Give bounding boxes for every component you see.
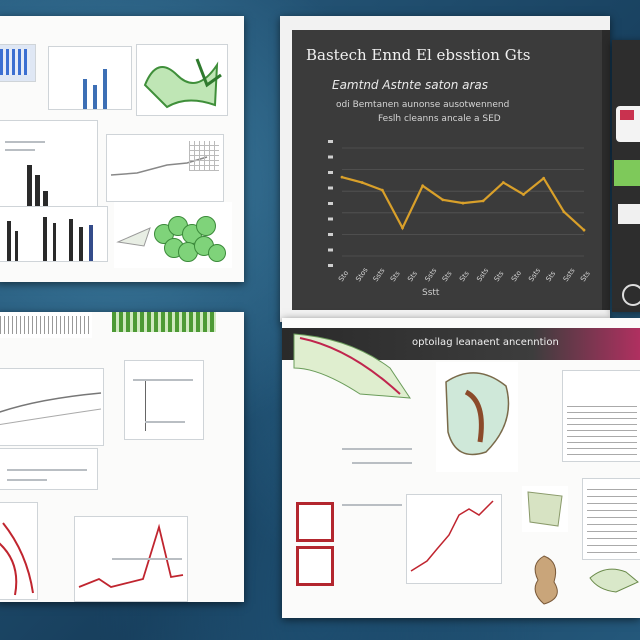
y-tick-mark bbox=[328, 155, 333, 159]
y-tick-mark bbox=[328, 186, 333, 190]
data-point bbox=[421, 184, 425, 188]
table-thumbnail-right-2 bbox=[582, 478, 640, 560]
line-chart-thumbnail bbox=[106, 134, 224, 202]
table-thumbnail-right bbox=[562, 370, 640, 462]
data-point bbox=[340, 175, 344, 179]
green-diagram bbox=[143, 58, 222, 109]
chart-caption-2: Feslh cleanns ancale a SED bbox=[378, 114, 501, 124]
y-tick-mark bbox=[328, 233, 333, 236]
header-text: optoilag leanaent ancenntion bbox=[412, 337, 559, 348]
line-chart-card: Bastech Ennd El ebsstion Gts Eamtnd Astn… bbox=[280, 16, 610, 322]
data-point bbox=[582, 228, 586, 232]
dashboard-card-bottom-right: optoilag leanaent ancenntion bbox=[282, 318, 640, 618]
chart-subtitle: Eamtnd Astnte saton aras bbox=[332, 78, 489, 92]
data-point bbox=[401, 226, 404, 230]
bone-illustration bbox=[524, 552, 574, 608]
side-panel-strip bbox=[602, 30, 610, 310]
data-point bbox=[542, 176, 546, 180]
line-chart: Sto Stos Ssts Sts Sts Ssts Sts Sts Ssts Sts Sto Sst… bbox=[328, 140, 592, 283]
curve-chart-thumbnail bbox=[0, 368, 104, 446]
rising-chart-thumbnail bbox=[406, 494, 502, 584]
table-thumbnail bbox=[0, 44, 36, 82]
x-tick-label: Sts bbox=[579, 269, 592, 283]
dashboard-card-top-left bbox=[0, 16, 244, 282]
x-tick-label: Sto bbox=[510, 269, 523, 283]
x-tick-label: Stos bbox=[354, 266, 369, 283]
tissue-illustration bbox=[522, 486, 568, 532]
data-point bbox=[380, 188, 384, 192]
red-box-2 bbox=[296, 546, 334, 586]
organ-illustration bbox=[436, 362, 518, 472]
green-bar-strip bbox=[112, 312, 216, 332]
bone-illustration-2 bbox=[586, 558, 640, 598]
y-tick-mark bbox=[328, 264, 333, 267]
x-tick-label: Ssts bbox=[475, 266, 490, 283]
x-tick-label: Ssts bbox=[527, 266, 542, 283]
x-tick-label: Sts bbox=[389, 269, 402, 283]
x-tick-label: Ssts bbox=[562, 266, 577, 283]
x-tick-label: Sts bbox=[545, 269, 558, 283]
wave-chart-thumbnail bbox=[0, 448, 98, 490]
data-point bbox=[441, 198, 445, 202]
x-tick-label: Ssts bbox=[372, 266, 387, 283]
x-tick-label: Sto bbox=[337, 269, 350, 283]
y-tick-mark bbox=[328, 202, 333, 205]
x-tick-label: Sts bbox=[441, 269, 454, 283]
molecule-thumbnail bbox=[114, 202, 232, 268]
y-tick-mark bbox=[328, 217, 333, 221]
x-tick-label: Sts bbox=[493, 269, 506, 283]
diagram-thumbnail bbox=[136, 44, 228, 116]
data-point bbox=[522, 193, 525, 196]
y-tick-mark bbox=[328, 248, 333, 252]
chart-title: Bastech Ennd El ebsstion Gts bbox=[306, 46, 531, 64]
data-point bbox=[461, 201, 465, 205]
data-point bbox=[562, 210, 566, 214]
y-tick-mark bbox=[328, 171, 333, 174]
bar-chart-thumbnail bbox=[48, 46, 132, 110]
bar-chart-thumbnail-3 bbox=[0, 206, 108, 262]
step-chart-thumbnail bbox=[124, 360, 204, 440]
x-tick-label: Sts bbox=[406, 269, 419, 283]
y-tick-mark bbox=[328, 140, 333, 143]
chart-x-label: Sstt bbox=[422, 288, 440, 298]
cropped-panel-right bbox=[612, 40, 640, 312]
chart-caption-1: odi Bemtanen aunonse ausotwennend bbox=[336, 100, 510, 110]
data-point bbox=[360, 181, 364, 184]
dashboard-card-bottom-left bbox=[0, 312, 244, 602]
data-point bbox=[481, 199, 485, 203]
x-tick-label: Sts bbox=[458, 269, 471, 283]
red-curve-thumbnail bbox=[0, 502, 38, 600]
data-point bbox=[501, 181, 505, 184]
x-tick-label: Ssts bbox=[424, 266, 439, 283]
red-box-1 bbox=[296, 502, 334, 542]
anatomy-illustration bbox=[290, 328, 414, 408]
bar-chart-thumbnail-2 bbox=[0, 120, 98, 212]
table-header-thumbnail bbox=[0, 312, 92, 338]
